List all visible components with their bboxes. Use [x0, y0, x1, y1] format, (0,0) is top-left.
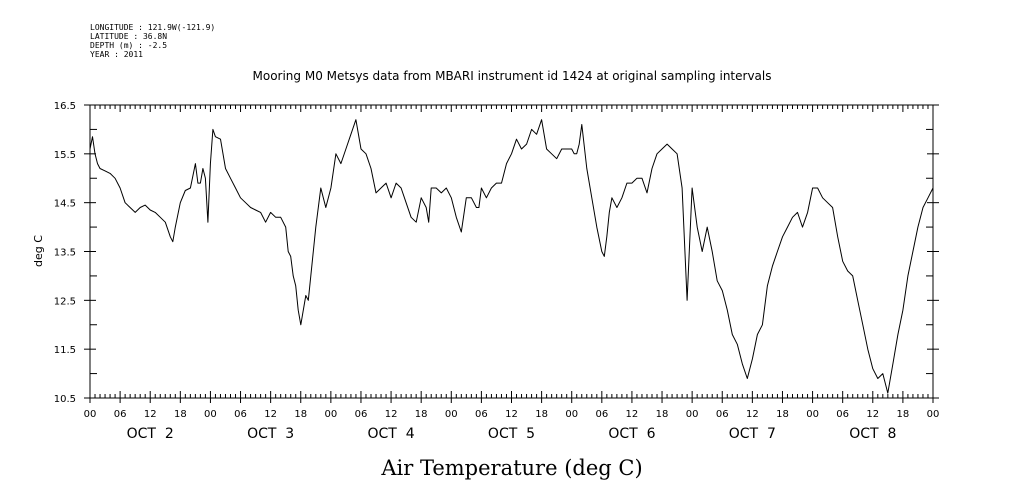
x-tick-label: 00 — [565, 409, 578, 420]
x-tick-label: 00 — [686, 409, 699, 420]
meta-longitude: LONGITUDE : 121.9W(-121.9) — [90, 23, 216, 32]
y-tick-label: 16.5 — [54, 101, 76, 112]
x-tick-label: 12 — [866, 409, 879, 420]
x-tick-label: 06 — [836, 409, 849, 420]
x-tick-label: 12 — [264, 409, 277, 420]
x-tick-label: 00 — [806, 409, 819, 420]
x-tick-label: 18 — [897, 409, 910, 420]
x-axis-label: Air Temperature (deg C) — [380, 456, 642, 480]
y-tick-label: 13.5 — [54, 248, 76, 259]
series-line-air-temperature — [89, 119, 934, 394]
x-day-label: OCT 8 — [849, 426, 896, 442]
x-day-label: OCT 6 — [608, 426, 655, 442]
x-tick-label: 00 — [84, 409, 97, 420]
y-axis-label: deg C — [32, 235, 45, 267]
x-tick-label: 06 — [595, 409, 608, 420]
x-day-label: OCT 3 — [247, 426, 294, 442]
x-tick-label: 00 — [927, 409, 940, 420]
x-tick-label: 12 — [626, 409, 639, 420]
x-tick-label: 06 — [234, 409, 247, 420]
x-tick-label: 12 — [385, 409, 398, 420]
x-tick-label: 12 — [144, 409, 157, 420]
x-tick-label: 00 — [324, 409, 337, 420]
x-tick-label: 18 — [294, 409, 307, 420]
x-tick-label: 18 — [535, 409, 548, 420]
meta-latitude: LATITUDE : 36.8N — [90, 32, 168, 41]
meta-year: YEAR : 2011 — [90, 50, 143, 59]
x-day-label: OCT 4 — [367, 426, 414, 442]
plot-frame — [89, 104, 934, 399]
x-tick-label: 06 — [475, 409, 488, 420]
x-tick-label: 06 — [114, 409, 127, 420]
y-tick-label: 14.5 — [54, 199, 76, 210]
metadata-block: LONGITUDE : 121.9W(-121.9) LATITUDE : 36… — [90, 23, 215, 59]
x-tick-label: 06 — [355, 409, 368, 420]
x-day-label: OCT 7 — [729, 426, 776, 442]
y-tick-label: 12.5 — [54, 296, 76, 307]
y-tick-label: 15.5 — [54, 150, 76, 161]
x-tick-label: 18 — [656, 409, 669, 420]
x-tick-label: 18 — [174, 409, 187, 420]
x-tick-label: 06 — [716, 409, 729, 420]
y-tick-label: 10.5 — [54, 394, 76, 405]
x-tick-label: 18 — [776, 409, 789, 420]
x-tick-label: 00 — [445, 409, 458, 420]
x-axis: 00 06 12 18 00 06 12 18 00 06 12 18 00 06 12 18 00 06 12 18… — [84, 105, 940, 442]
series-group — [89, 119, 934, 394]
x-tick-label: 00 — [204, 409, 217, 420]
x-tick-label: 18 — [415, 409, 428, 420]
x-day-label: OCT 2 — [127, 426, 174, 442]
x-tick-label: 12 — [505, 409, 518, 420]
chart-title: Mooring M0 Metsys data from MBARI instru… — [253, 69, 772, 83]
y-tick-label: 11.5 — [54, 345, 76, 356]
x-day-label: OCT 5 — [488, 426, 535, 442]
y-axis: 10.5 11.5 12.5 13.5 14.5 15.5 16.5 — [54, 101, 939, 405]
x-tick-label: 12 — [746, 409, 759, 420]
meta-depth: DEPTH (m) : -2.5 — [90, 41, 168, 50]
